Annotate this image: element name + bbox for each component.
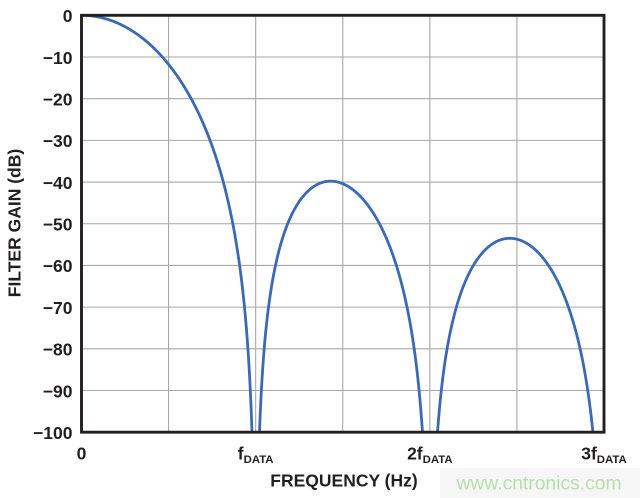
svg-text:0: 0: [77, 444, 87, 464]
svg-text:−40: −40: [43, 173, 73, 193]
svg-text:−70: −70: [43, 298, 73, 318]
svg-text:−100: −100: [33, 423, 73, 443]
svg-text:−80: −80: [43, 340, 73, 360]
svg-text:−90: −90: [43, 381, 73, 401]
svg-text:0: 0: [63, 6, 73, 26]
svg-text:−30: −30: [43, 131, 73, 151]
svg-text:www.cntronics.com: www.cntronics.com: [456, 474, 622, 495]
svg-text:FILTER GAIN (dB): FILTER GAIN (dB): [5, 149, 25, 297]
svg-text:−60: −60: [43, 256, 73, 276]
svg-text:−50: −50: [43, 215, 73, 235]
svg-text:−10: −10: [43, 48, 73, 68]
svg-text:FREQUENCY (Hz): FREQUENCY (Hz): [270, 471, 417, 491]
svg-text:−20: −20: [43, 89, 73, 109]
